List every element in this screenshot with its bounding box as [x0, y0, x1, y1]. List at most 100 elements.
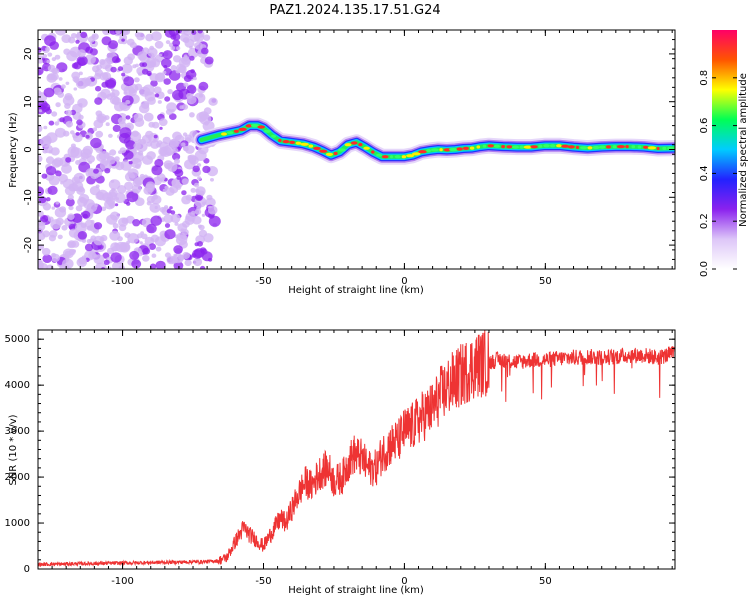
noise-blob — [164, 185, 169, 190]
noise-blob — [70, 130, 75, 135]
ridge-hotspot — [381, 155, 389, 159]
noise-blob — [39, 102, 51, 113]
noise-blob — [91, 33, 99, 40]
ridge-hotspot — [319, 149, 328, 153]
noise-blob — [151, 31, 162, 42]
y-tick-label: 20 — [23, 48, 34, 61]
ridge-hotspot — [612, 145, 617, 149]
colorbar-tick-label: 0.2 — [699, 213, 710, 229]
noise-blob — [71, 71, 81, 80]
noise-blob — [81, 255, 87, 260]
noise-blob — [114, 242, 119, 247]
noise-blob — [65, 157, 72, 163]
noise-blob — [131, 259, 142, 269]
noise-blob — [38, 47, 42, 53]
noise-blob — [148, 121, 155, 128]
noise-blob — [159, 141, 169, 151]
noise-blob — [77, 49, 86, 58]
noise-blob — [170, 213, 181, 223]
noise-blob — [139, 173, 145, 179]
noise-blob — [46, 59, 51, 64]
ridge-hotspot — [333, 151, 338, 156]
noise-blob — [84, 243, 94, 252]
noise-blob — [100, 88, 111, 99]
noise-blob — [159, 206, 167, 213]
noise-blob — [86, 225, 92, 230]
noise-blob — [38, 109, 43, 113]
noise-blob — [43, 135, 51, 142]
noise-blob — [51, 111, 58, 117]
ridge-hotspot — [561, 144, 569, 148]
ridge-hotspot — [501, 145, 505, 149]
noise-blob — [184, 259, 192, 266]
noise-blob — [166, 208, 172, 214]
noise-blob — [46, 73, 57, 83]
noise-blob — [168, 139, 180, 149]
noise-blob — [104, 115, 110, 121]
noise-blob — [195, 186, 206, 196]
ridge-hotspot — [469, 146, 475, 150]
ridge-hotspot — [263, 129, 272, 133]
noise-blob — [164, 252, 171, 258]
noise-blob — [162, 50, 173, 60]
noise-blob — [135, 197, 145, 206]
noise-blob — [179, 105, 184, 110]
ridge-hotspot — [456, 147, 463, 151]
noise-blob — [192, 165, 200, 173]
noise-blob — [185, 194, 193, 201]
noise-blob — [162, 70, 167, 75]
noise-blob — [117, 236, 123, 242]
noise-blob — [169, 113, 177, 120]
noise-blob — [99, 59, 111, 70]
noise-blob — [143, 112, 154, 122]
snr-y-label: SNR (10 * v/v) — [8, 414, 19, 485]
noise-blob — [81, 210, 91, 219]
y-tick-label: 2000 — [5, 472, 30, 483]
ridge-hotspot — [519, 145, 524, 149]
noise-blob — [196, 194, 203, 201]
noise-blob — [174, 158, 180, 164]
colorbar-ticks: 0.0 0.2 0.4 0.6 0.8 — [699, 70, 737, 277]
noise-blob — [59, 206, 67, 213]
noise-blob — [76, 119, 83, 126]
ridge-hotspot — [350, 141, 358, 145]
y-tick-label: 0 — [23, 146, 34, 152]
noise-blob — [57, 91, 65, 98]
ridge-hotspot — [538, 144, 543, 148]
noise-blob — [167, 162, 178, 172]
noise-blob — [78, 193, 90, 204]
colorbar-gradient — [712, 30, 737, 269]
noise-blob — [93, 235, 104, 246]
ridge-hotspot — [462, 146, 469, 150]
noise-blob — [154, 93, 160, 98]
noise-blob — [96, 152, 106, 162]
noise-blob — [38, 146, 41, 150]
noise-blob — [38, 196, 47, 204]
noise-blob — [110, 66, 117, 73]
noise-blob — [38, 259, 43, 265]
y-tick-label: 10 — [23, 95, 34, 108]
noise-blob — [128, 88, 137, 97]
noise-blob — [88, 160, 92, 164]
noise-blob — [194, 242, 199, 247]
noise-blob — [102, 192, 113, 203]
noise-blob — [169, 206, 173, 210]
frequency-ridge — [193, 117, 675, 165]
noise-blob — [181, 178, 189, 185]
noise-blob — [108, 179, 121, 190]
noise-blob — [184, 145, 195, 154]
ridge-hotspot — [271, 134, 277, 138]
noise-blob — [54, 54, 61, 60]
noise-blob — [104, 168, 111, 174]
noise-blob — [55, 170, 62, 177]
ridge-hotspot — [278, 138, 282, 143]
noise-blob — [141, 68, 149, 75]
noise-blob — [183, 82, 189, 87]
noise-blob — [68, 228, 79, 238]
noise-blob — [65, 81, 70, 86]
noise-blob — [51, 68, 58, 74]
noise-blob — [73, 87, 78, 91]
noise-blob — [58, 77, 63, 81]
noise-blob — [181, 104, 189, 110]
ridge-hotspot — [257, 125, 266, 129]
